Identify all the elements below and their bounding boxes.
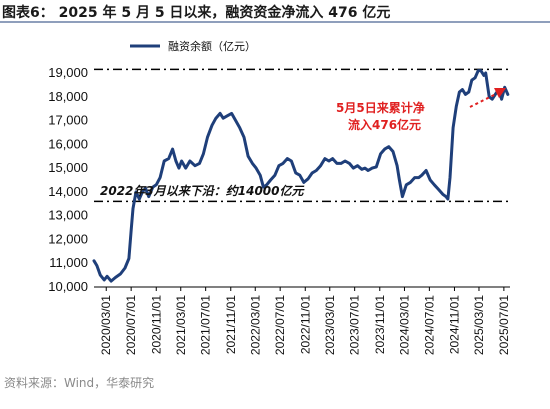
annotation-lower-bound: 2022年3月以来下沿：约14000亿元 [100, 184, 305, 198]
series-line [92, 69, 510, 283]
x-tick-label: 2023/07/01 [348, 295, 362, 355]
annotation-arrow-head [494, 88, 506, 98]
x-tick-label: 2024/11/01 [447, 295, 461, 354]
x-tick-label: 2021/03/01 [174, 295, 188, 355]
annotation-inflow-line-2: 流入476亿元 [348, 117, 421, 132]
x-tick-label: 2025/07/01 [497, 295, 511, 355]
y-tick-label: 18,000 [48, 89, 88, 104]
y-tick-label: 13,000 [48, 208, 88, 223]
annotations: 5月5日来累计净 流入476亿元 2022年3月以来下沿：约14000亿元 [100, 88, 506, 198]
y-tick-label: 16,000 [48, 136, 88, 151]
x-tick-label: 2021/11/01 [224, 295, 238, 354]
legend-label: 融资余额（亿元） [168, 39, 256, 53]
reference-lines [94, 68, 510, 203]
x-tick-label: 2024/03/01 [397, 295, 411, 355]
figure-title: 图表6： 2025 年 5 月 5 日以来，融资资金净流入 476 亿元 [2, 5, 391, 21]
x-tick-label: 2024/07/01 [422, 295, 436, 355]
y-tick-label: 10,000 [48, 279, 88, 294]
x-tick-label: 2021/07/01 [199, 295, 213, 355]
y-tick-label: 14,000 [48, 184, 88, 199]
y-tick-label: 12,000 [48, 231, 88, 246]
source-note: 资料来源：Wind，华泰研究 [4, 376, 155, 390]
y-tick-label: 19,000 [48, 65, 88, 80]
x-tick-label: 2020/11/01 [149, 295, 163, 354]
annotation-arrow-line [469, 92, 499, 108]
x-tick-label: 2020/03/01 [99, 295, 113, 355]
y-axis: 10,000 11,000 12,000 13,000 14,000 15,000 16,0… [48, 65, 88, 294]
y-tick-label: 11,000 [49, 255, 88, 270]
x-tick-label: 2020/07/01 [124, 295, 138, 355]
x-tick-label: 2023/11/01 [373, 295, 387, 354]
x-axis: 2020/03/01 2020/07/01 2020/11/01 2021/03/01… [99, 287, 511, 355]
annotation-inflow-line-1: 5月5日来累计净 [336, 100, 425, 115]
x-tick-label: 2022/03/01 [248, 295, 262, 355]
x-tick-label: 2022/07/01 [273, 295, 287, 355]
legend: 融资余额（亿元） [130, 39, 256, 53]
x-tick-label: 2022/11/01 [298, 295, 312, 354]
x-tick-label: 2023/03/01 [323, 295, 337, 355]
y-tick-label: 15,000 [48, 160, 88, 175]
y-tick-label: 17,000 [48, 113, 88, 128]
x-tick-label: 2025/03/01 [472, 295, 486, 355]
